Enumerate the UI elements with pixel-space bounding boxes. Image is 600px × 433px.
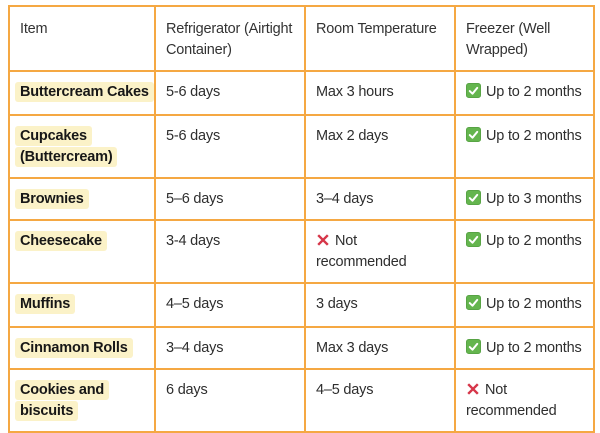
room-temp-cell: 4–5 days xyxy=(304,368,456,433)
freezer-cell: Up to 2 months xyxy=(454,70,595,116)
table-row: Cheesecake 3-4 days Not recommended Up t… xyxy=(8,219,595,284)
freezer-cell: Not recommended xyxy=(454,368,595,433)
table-row: Buttercream Cakes 5-6 days Max 3 hours U… xyxy=(8,70,595,116)
storage-table-container: Item Refrigerator (Airtight Container) R… xyxy=(8,5,595,433)
cross-icon xyxy=(316,233,330,247)
freezer-cell: Up to 2 months xyxy=(454,326,595,370)
refrigerator-cell: 6 days xyxy=(154,368,306,433)
table-row: Cupcakes (Buttercream) 5-6 days Max 2 da… xyxy=(8,114,595,179)
item-cell: Cupcakes (Buttercream) xyxy=(8,114,156,179)
room-temp-note: Not recommended xyxy=(316,233,407,270)
room-temp-cell: Max 3 days xyxy=(304,326,456,370)
freezer-cell: Up to 2 months xyxy=(454,114,595,179)
item-highlight: Muffins xyxy=(15,294,76,314)
room-temp-cell: Not recommended xyxy=(304,219,456,284)
item-highlight: Cookies and biscuits xyxy=(15,380,110,421)
item-highlight: Cupcakes (Buttercream) xyxy=(15,126,118,167)
item-cell: Muffins xyxy=(8,282,156,328)
check-icon xyxy=(466,339,481,354)
check-icon xyxy=(466,83,481,98)
cross-icon xyxy=(466,382,480,396)
room-temp-cell: 3–4 days xyxy=(304,177,456,221)
item-cell: Cheesecake xyxy=(8,219,156,284)
freezer-cell: Up to 2 months xyxy=(454,219,595,284)
item-cell: Cookies and biscuits xyxy=(8,368,156,433)
check-icon xyxy=(466,127,481,142)
item-cell: Brownies xyxy=(8,177,156,221)
room-temp-cell: Max 2 days xyxy=(304,114,456,179)
table-row: Brownies 5–6 days 3–4 days Up to 3 month… xyxy=(8,177,595,221)
col-header-item: Item xyxy=(8,5,156,72)
col-header-refrigerator: Refrigerator (Airtight Container) xyxy=(154,5,306,72)
item-cell: Buttercream Cakes xyxy=(8,70,156,116)
table-row: Muffins 4–5 days 3 days Up to 2 months xyxy=(8,282,595,328)
freezer-cell: Up to 2 months xyxy=(454,282,595,328)
freezer-duration: Up to 2 months xyxy=(486,128,582,144)
freezer-duration: Up to 2 months xyxy=(486,84,582,100)
freezer-duration: Up to 2 months xyxy=(486,340,582,356)
refrigerator-cell: 3–4 days xyxy=(154,326,306,370)
refrigerator-cell: 4–5 days xyxy=(154,282,306,328)
check-icon xyxy=(466,295,481,310)
table-row: Cinnamon Rolls 3–4 days Max 3 days Up to… xyxy=(8,326,595,370)
refrigerator-cell: 5–6 days xyxy=(154,177,306,221)
refrigerator-cell: 5-6 days xyxy=(154,114,306,179)
freezer-note: Not recommended xyxy=(466,382,557,419)
refrigerator-cell: 3-4 days xyxy=(154,219,306,284)
freezer-duration: Up to 3 months xyxy=(486,191,582,207)
storage-table: Item Refrigerator (Airtight Container) R… xyxy=(8,5,595,433)
freezer-cell: Up to 3 months xyxy=(454,177,595,221)
col-header-freezer: Freezer (Well Wrapped) xyxy=(454,5,595,72)
item-cell: Cinnamon Rolls xyxy=(8,326,156,370)
room-temp-cell: 3 days xyxy=(304,282,456,328)
check-icon xyxy=(466,190,481,205)
item-highlight: Cinnamon Rolls xyxy=(15,338,133,358)
check-icon xyxy=(466,232,481,247)
item-highlight: Brownies xyxy=(15,189,89,209)
freezer-duration: Up to 2 months xyxy=(486,296,582,312)
item-highlight: Cheesecake xyxy=(15,231,107,251)
refrigerator-cell: 5-6 days xyxy=(154,70,306,116)
header-row: Item Refrigerator (Airtight Container) R… xyxy=(8,5,595,72)
col-header-room-temperature: Room Temperature xyxy=(304,5,456,72)
freezer-duration: Up to 2 months xyxy=(486,233,582,249)
room-temp-cell: Max 3 hours xyxy=(304,70,456,116)
table-row: Cookies and biscuits 6 days 4–5 days Not… xyxy=(8,368,595,433)
item-highlight: Buttercream Cakes xyxy=(15,82,153,102)
